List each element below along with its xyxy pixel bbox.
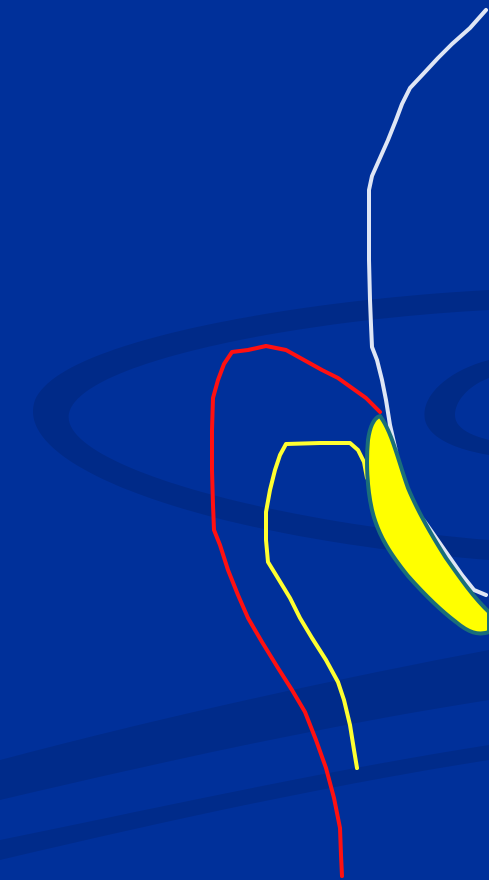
yellow-filled-crescent xyxy=(365,414,489,636)
swoosh-ring-left xyxy=(33,290,489,560)
swoosh-ring-right xyxy=(424,360,489,455)
background-swooshes xyxy=(0,290,489,860)
swoosh-band-bottom xyxy=(0,745,489,860)
swoosh-band-lower xyxy=(0,650,489,800)
yellow-contour xyxy=(264,441,369,770)
red-contour xyxy=(210,344,382,878)
